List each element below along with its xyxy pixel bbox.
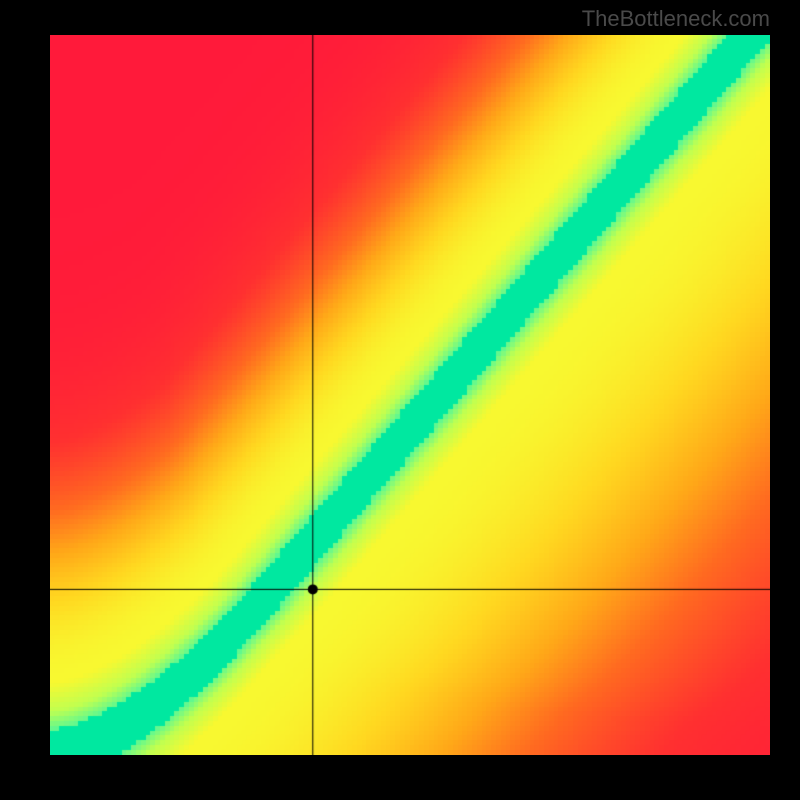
chart-container: TheBottleneck.com [0, 0, 800, 800]
watermark-text: TheBottleneck.com [582, 6, 770, 32]
bottleneck-heatmap [50, 35, 770, 755]
